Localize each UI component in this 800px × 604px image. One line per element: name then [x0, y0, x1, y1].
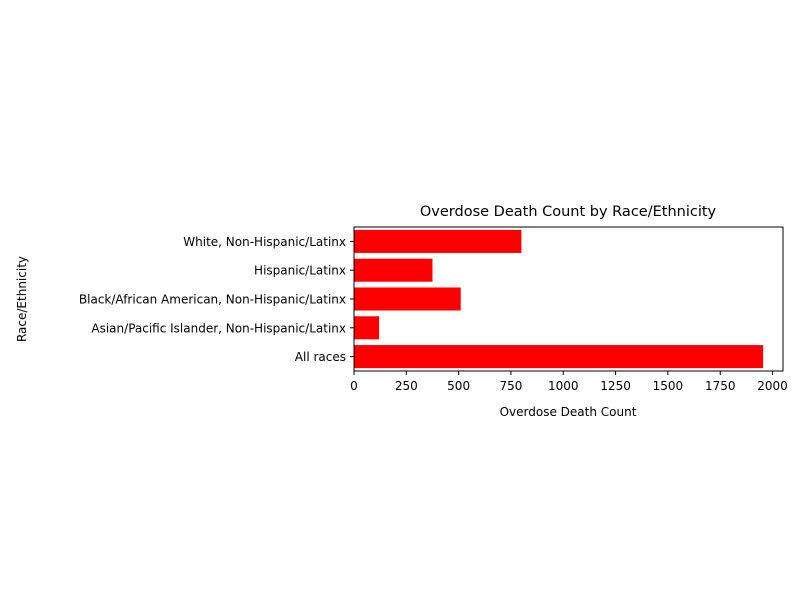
x-tick-label: 1250	[600, 379, 631, 393]
bar	[354, 287, 461, 311]
x-tick-label: 750	[499, 379, 522, 393]
x-tick-label: 0	[350, 379, 358, 393]
y-tick-label: All races	[295, 350, 346, 364]
x-tick-label: 1750	[705, 379, 736, 393]
y-tick-label: Black/African American, Non-Hispanic/Lat…	[79, 293, 346, 307]
x-tick-label: 1000	[548, 379, 579, 393]
bar	[354, 316, 380, 340]
x-axis-title: Overdose Death Count	[500, 405, 637, 419]
x-tick-label: 250	[395, 379, 418, 393]
y-axis-title: Race/Ethnicity	[15, 256, 29, 342]
chart-title: Overdose Death Count by Race/Ethnicity	[420, 204, 717, 220]
y-tick-label: Asian/Pacific Islander, Non-Hispanic/Lat…	[91, 321, 346, 335]
bar	[354, 258, 433, 282]
x-axis: 0 250 500 750 1000 1250 1500 1750 2000	[350, 371, 788, 393]
bar	[354, 345, 764, 369]
plot-frame	[353, 226, 784, 372]
bars-group	[354, 229, 764, 369]
x-tick-label: 1500	[653, 379, 684, 393]
y-axis: All races Asian/Pacific Islander, Non-His…	[79, 235, 354, 364]
x-tick-label: 500	[447, 379, 470, 393]
x-tick-label: 2000	[757, 379, 788, 393]
bar	[354, 229, 522, 253]
y-tick-label: White, Non-Hispanic/Latinx	[183, 235, 346, 249]
y-tick-label: Hispanic/Latinx	[254, 264, 346, 278]
